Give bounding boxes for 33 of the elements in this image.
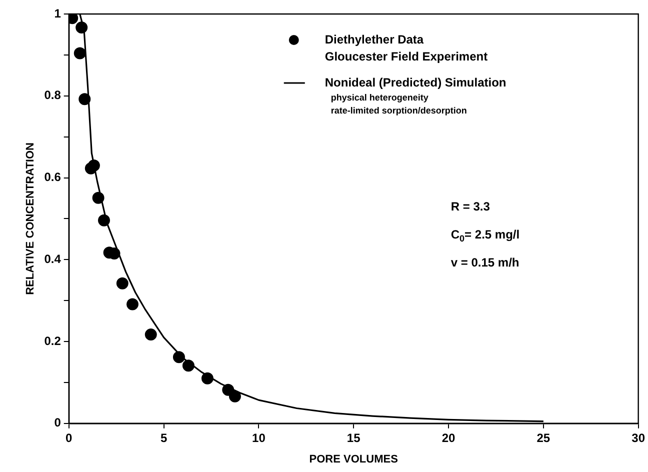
point xyxy=(76,22,88,34)
x-axis-title: PORE VOLUMES xyxy=(309,453,398,466)
point xyxy=(92,192,104,204)
point xyxy=(98,214,110,226)
x-tick-label: 5 xyxy=(160,430,168,445)
x-tick-label: 10 xyxy=(252,430,266,445)
point xyxy=(172,351,185,364)
legend-label: Diethylether Data Gloucester Field Experiment xyxy=(324,32,488,64)
x-tick-label: 25 xyxy=(536,430,550,445)
y-tick-label: 0.8 xyxy=(44,88,62,102)
point xyxy=(88,159,100,172)
y-tick-label: 0.6 xyxy=(44,170,62,184)
point xyxy=(182,360,194,372)
y-tick-label: 0.2 xyxy=(44,334,62,348)
point xyxy=(116,277,128,290)
x-tick-label: 15 xyxy=(346,430,361,445)
y-tick-label: 0 xyxy=(54,416,62,430)
point xyxy=(78,93,91,106)
y-tick-label: 1 xyxy=(54,6,62,20)
point xyxy=(126,298,138,310)
x-tick-label: 0 xyxy=(66,430,73,445)
y-tick-label: 0.4 xyxy=(44,252,62,266)
y-axis-title: RELATIVE CONCENTRATION xyxy=(24,142,37,295)
annotation: R = 3.3 xyxy=(450,199,490,214)
point xyxy=(74,47,86,60)
legend-label: Nonideal (Predicted) Simulation physical heterogeneity rate-limited sorption/desorption xyxy=(324,75,506,116)
point xyxy=(144,328,157,341)
x-tick-label: 20 xyxy=(442,430,456,445)
point xyxy=(228,390,241,402)
x-tick-label: 30 xyxy=(632,430,646,445)
point xyxy=(201,372,214,384)
point xyxy=(222,384,234,396)
annotation: v = 0.15 m/h xyxy=(450,255,520,270)
